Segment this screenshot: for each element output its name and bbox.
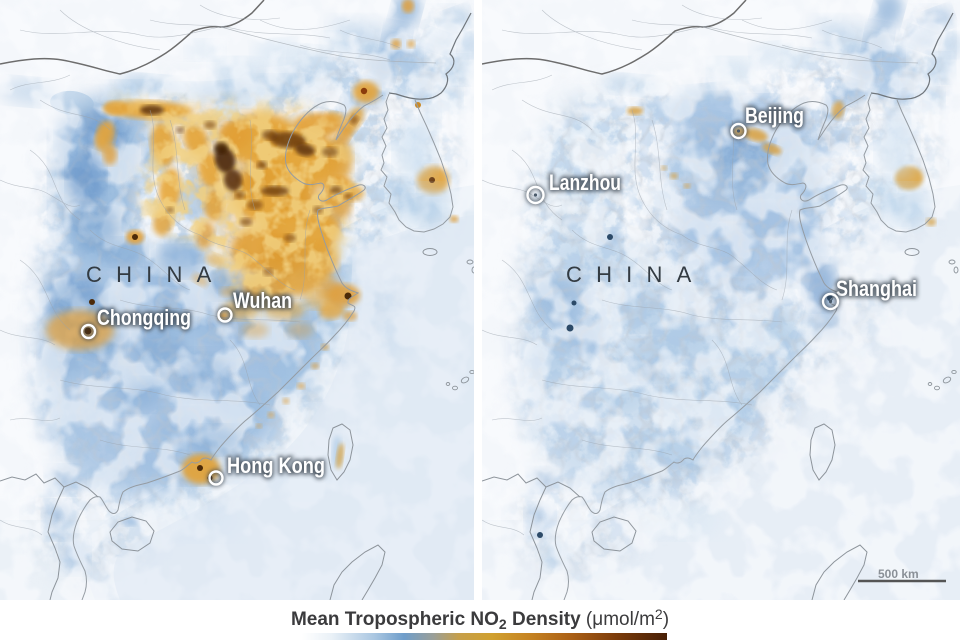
svg-text:Lanzhou: Lanzhou bbox=[549, 170, 621, 195]
svg-text:CHINA: CHINA bbox=[566, 262, 705, 287]
svg-text:Shanghai: Shanghai bbox=[836, 276, 917, 301]
svg-text:Shanghai: Shanghai bbox=[836, 276, 917, 301]
svg-text:Chongqing: Chongqing bbox=[97, 305, 191, 330]
svg-text:Wuhan: Wuhan bbox=[233, 288, 292, 313]
svg-text:Mean Tropospheric NO2 Density: Mean Tropospheric NO2 Density (μmol/m2) bbox=[291, 606, 669, 632]
svg-text:Lanzhou: Lanzhou bbox=[549, 170, 621, 195]
svg-text:Hong Kong: Hong Kong bbox=[227, 453, 325, 478]
svg-text:Beijing: Beijing bbox=[745, 103, 804, 128]
svg-text:CHINA: CHINA bbox=[86, 262, 225, 287]
svg-text:Hong Kong: Hong Kong bbox=[227, 453, 325, 478]
svg-text:500 km: 500 km bbox=[878, 567, 919, 581]
svg-text:Chongqing: Chongqing bbox=[97, 305, 191, 330]
svg-text:Beijing: Beijing bbox=[745, 103, 804, 128]
svg-text:Wuhan: Wuhan bbox=[233, 288, 292, 313]
